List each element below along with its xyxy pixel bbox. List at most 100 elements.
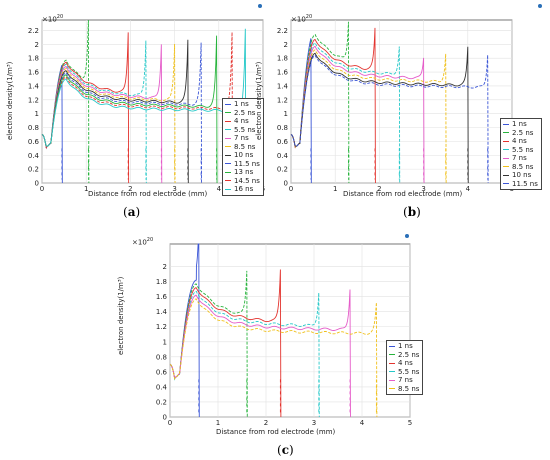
- series-line: [290, 49, 447, 184]
- series-line: [290, 46, 469, 184]
- legend-entry: 7 ns: [503, 154, 538, 163]
- x-tick-label: 3: [421, 185, 425, 193]
- legend-label: 4 ns: [398, 359, 413, 368]
- legend-swatch: [503, 157, 509, 159]
- y-tick-label: 1.6: [156, 293, 168, 301]
- y-tick-label: 0.6: [277, 138, 289, 146]
- y-tick-label: 0.4: [28, 152, 40, 160]
- series-line: [290, 54, 489, 184]
- chart-panel-c: 0 0.2 0.4 0.6 0.8 1 1.2 1.4 1.6 1.8 2 0 1 2 3 4 5 ×1020 …: [117, 230, 440, 460]
- legend-entry: 4 ns: [503, 137, 538, 146]
- y-tick-label: 0.8: [156, 353, 167, 361]
- y-tick-label: 0.8: [28, 124, 39, 132]
- legend-label: 8.5 ns: [234, 142, 256, 151]
- y-axis-title: electron density(1/m³): [117, 276, 125, 355]
- y-tick-label: 0: [35, 180, 39, 188]
- y-tick-label: 1.4: [277, 82, 289, 90]
- legend-label: 1 ns: [512, 120, 527, 129]
- y-tick-label: 1: [284, 110, 288, 118]
- y-tick-label: 0.4: [156, 383, 168, 391]
- legend-label: 1 ns: [398, 342, 413, 351]
- legend-label: 2.5 ns: [234, 108, 256, 117]
- legend-label: 7 ns: [398, 376, 413, 385]
- y-tick-label: 1.2: [277, 96, 288, 104]
- y-multiplier: ×1020: [291, 14, 313, 24]
- series-line: [169, 269, 282, 418]
- legend-label: 8.5 ns: [398, 384, 420, 393]
- y-tick-label: 0.2: [156, 398, 167, 406]
- x-tick-label: 2: [377, 185, 381, 193]
- legend-entry: 2.5 ns: [503, 129, 538, 138]
- legend-swatch: [225, 112, 231, 114]
- legend-entry: 5.5 ns: [389, 368, 419, 377]
- legend-entry: 1 ns: [389, 342, 419, 351]
- y-multiplier: ×1020: [132, 237, 154, 247]
- series-line: [290, 45, 425, 184]
- legend-label: 2.5 ns: [512, 128, 534, 137]
- legend-label: 5.5 ns: [398, 367, 420, 376]
- legend-label: 10 ns: [512, 171, 532, 180]
- y-tick-label: 2: [284, 41, 288, 49]
- legend-entry: 13 ns: [225, 168, 260, 177]
- y-tick-label: 1.2: [156, 323, 167, 331]
- legend-entry: 1 ns: [225, 100, 260, 109]
- x-tick-label: 2: [264, 419, 268, 427]
- legend-entry: 14.5 ns: [225, 177, 260, 186]
- y-tick-label: 2: [35, 41, 39, 49]
- legend-label: 16 ns: [234, 185, 254, 194]
- y-tick-label: 2.2: [277, 27, 288, 35]
- legend-swatch: [389, 371, 395, 373]
- y-tick-label: 0: [163, 414, 167, 422]
- legend-entry: 10 ns: [503, 171, 538, 180]
- x-tick-label: 2: [128, 185, 132, 193]
- panel-caption: (b): [403, 205, 421, 219]
- y-tick-label: 1.4: [156, 308, 168, 316]
- legend-swatch: [225, 103, 231, 105]
- legend-swatch: [225, 154, 231, 156]
- legend-entry: 10 ns: [225, 151, 260, 160]
- series-line: [41, 35, 218, 184]
- y-tick-label: 1.8: [277, 55, 288, 63]
- legend-label: 5.5 ns: [512, 145, 534, 154]
- legend-swatch: [503, 149, 509, 151]
- legend-swatch: [225, 129, 231, 131]
- y-tick-label: 0.2: [28, 166, 39, 174]
- legend-swatch: [225, 171, 231, 173]
- series-line: [169, 298, 378, 418]
- x-axis-title: Distance from rod electrode (mm): [343, 190, 463, 198]
- legend-swatch: [389, 388, 395, 390]
- y-tick-label: 1.6: [277, 69, 289, 77]
- legend-swatch: [503, 166, 509, 168]
- legend-swatch: [503, 132, 509, 134]
- series-line: [41, 44, 176, 184]
- legend-swatch: [389, 362, 395, 364]
- series-line: [169, 270, 248, 418]
- legend: 1 ns 2.5 ns 4 ns 5.5 ns 7 ns 8.5 ns 10 ns 11.5 …: [222, 98, 264, 196]
- x-tick-label: 5: [408, 419, 412, 427]
- panel-marker-dot: [405, 234, 409, 238]
- legend-entry: 5.5 ns: [225, 126, 260, 135]
- series-line: [290, 42, 401, 184]
- panel-marker-dot: [538, 4, 542, 8]
- y-axis-title: electron density(1/m³): [6, 61, 14, 140]
- y-tick-label: 1.6: [28, 69, 40, 77]
- x-tick-label: 3: [172, 185, 176, 193]
- legend-entry: 5.5 ns: [503, 146, 538, 155]
- legend-entry: 2.5 ns: [389, 351, 419, 360]
- plot-area: [290, 19, 513, 184]
- series-line: [169, 290, 320, 418]
- legend-swatch: [389, 345, 395, 347]
- x-tick-label: 1: [333, 185, 337, 193]
- series-line: [169, 289, 351, 418]
- series-line: [41, 32, 233, 184]
- y-tick-label: 0.6: [28, 138, 40, 146]
- legend-entry: 8.5 ns: [225, 143, 260, 152]
- y-tick-label: 1.8: [156, 278, 167, 286]
- legend: 1 ns 2.5 ns 4 ns 5.5 ns 7 ns 8.5 ns 10 ns 11.5 …: [500, 118, 542, 190]
- legend-swatch: [389, 379, 395, 381]
- legend-entry: 4 ns: [389, 359, 419, 368]
- legend-swatch: [389, 354, 395, 356]
- y-tick-label: 0.8: [277, 124, 288, 132]
